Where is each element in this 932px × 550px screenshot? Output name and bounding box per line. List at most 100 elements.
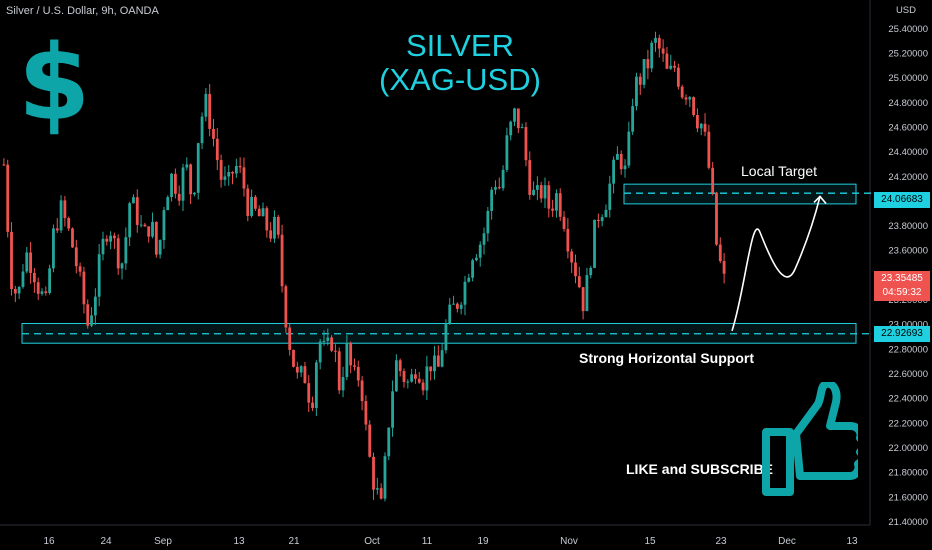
candle-body xyxy=(494,187,497,190)
y-tick-label: 24.80000 xyxy=(888,98,928,109)
candle-body xyxy=(109,235,113,242)
candle-body xyxy=(699,123,703,129)
y-tick-label: 24.40000 xyxy=(888,147,928,158)
candle-body xyxy=(135,197,139,225)
candle-body xyxy=(577,276,581,288)
candle-body xyxy=(223,176,227,180)
candle-body xyxy=(642,59,646,85)
candle-body xyxy=(181,167,185,201)
candle-body xyxy=(417,378,421,383)
candle-body xyxy=(292,349,295,367)
candle-body xyxy=(231,172,234,174)
candle-body xyxy=(356,366,360,381)
candle-body xyxy=(151,221,154,237)
candle-body xyxy=(524,127,528,161)
candle-body xyxy=(101,238,105,255)
candle-body xyxy=(177,193,181,201)
candle-body xyxy=(349,342,353,366)
candle-body xyxy=(718,244,722,262)
candle-body xyxy=(665,53,669,69)
candle-body xyxy=(570,251,574,263)
x-tick-label: Dec xyxy=(778,536,796,547)
candle-body xyxy=(638,76,642,85)
cta-label: LIKE and SUBSCRIBE xyxy=(626,461,774,477)
candle-body xyxy=(337,351,341,391)
candle-body xyxy=(680,86,684,98)
candle-body xyxy=(547,185,551,209)
candle-body xyxy=(215,138,219,161)
x-tick-label: 13 xyxy=(233,536,245,547)
candle-body xyxy=(410,374,414,382)
candle-body xyxy=(40,291,44,294)
candle-body xyxy=(269,230,273,239)
candle-body xyxy=(555,193,558,211)
y-tick-label: 21.80000 xyxy=(888,468,928,479)
candle-body xyxy=(490,189,494,211)
candle-body xyxy=(448,304,452,324)
candle-body xyxy=(532,189,535,195)
y-tick-label: 21.40000 xyxy=(888,517,928,528)
candle-body xyxy=(604,209,608,218)
candle-body xyxy=(505,135,509,170)
candle-body xyxy=(703,123,707,132)
candle-body xyxy=(36,282,40,294)
candle-body xyxy=(425,366,429,391)
candle-body xyxy=(82,271,86,305)
candle-body xyxy=(139,224,143,226)
y-tick-label: 25.40000 xyxy=(888,24,928,35)
candle-body xyxy=(71,228,74,248)
candle-body xyxy=(436,355,440,367)
candle-body xyxy=(193,192,196,195)
countdown-tag: 04:59:32 xyxy=(874,285,930,301)
y-tick-label: 22.40000 xyxy=(888,394,928,405)
candle-body xyxy=(261,208,265,217)
candle-body xyxy=(631,106,635,132)
candle-body xyxy=(585,275,589,312)
candle-body xyxy=(387,427,391,457)
y-tick-label: 23.60000 xyxy=(888,246,928,257)
candle-body xyxy=(212,128,215,139)
candle-body xyxy=(391,391,394,428)
candle-body xyxy=(589,267,593,276)
y-tick-label: 22.20000 xyxy=(888,418,928,429)
candle-body xyxy=(566,228,570,252)
candle-body xyxy=(284,286,288,328)
x-tick-label: Sep xyxy=(154,536,172,547)
x-tick-label: 23 xyxy=(715,536,727,547)
candle-body xyxy=(707,131,711,168)
candle-body xyxy=(501,169,505,189)
chart-title-line1: SILVER xyxy=(406,28,514,63)
candle-body xyxy=(154,221,158,255)
symbol-header[interactable]: Silver / U.S. Dollar, 9h, OANDA xyxy=(6,5,159,17)
candle-body xyxy=(551,208,555,211)
candle-body xyxy=(364,401,368,425)
candle-body xyxy=(265,208,269,231)
candle-body xyxy=(516,108,520,129)
chart-title-line2: (XAG-USD) xyxy=(379,62,541,97)
x-tick-label: Nov xyxy=(560,536,578,547)
y-tick-label: 23.80000 xyxy=(888,221,928,232)
candle-body xyxy=(116,238,120,269)
candle-body xyxy=(459,304,463,309)
candle-body xyxy=(520,127,524,129)
candle-body xyxy=(414,374,417,379)
candle-body xyxy=(673,65,676,68)
candle-body xyxy=(406,381,410,383)
candle-body xyxy=(158,240,162,255)
candle-body xyxy=(593,219,596,268)
candle-body xyxy=(711,167,715,193)
candle-body xyxy=(21,271,25,287)
candle-body xyxy=(612,159,615,184)
candle-body xyxy=(162,210,166,241)
candle-body xyxy=(322,340,326,342)
last-price-tag: 23.35485 xyxy=(874,271,930,287)
candle-body xyxy=(63,200,67,219)
y-tick-label: 22.00000 xyxy=(888,443,928,454)
candle-body xyxy=(25,252,29,272)
candle-body xyxy=(657,37,661,49)
candle-body xyxy=(341,377,345,391)
candle-body xyxy=(273,216,276,239)
y-tick-label: 24.60000 xyxy=(888,122,928,133)
candle-body xyxy=(173,173,177,194)
candle-body xyxy=(78,266,82,272)
